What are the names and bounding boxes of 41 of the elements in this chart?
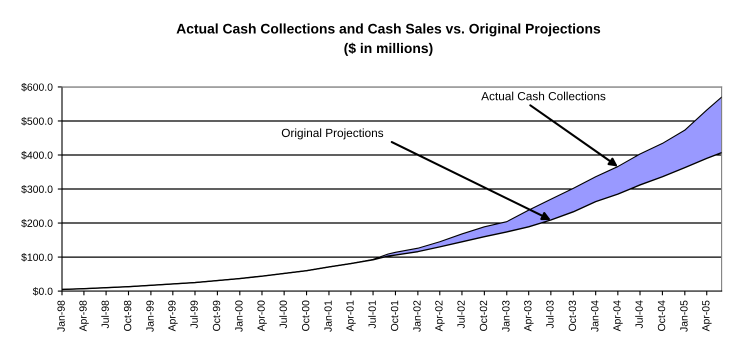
x-tick-label: Oct-03 xyxy=(568,300,576,331)
x-tick-label: Apr-05 xyxy=(702,300,712,332)
x-tick-label: Apr-02 xyxy=(435,300,445,332)
x-tick-label: Jan-04 xyxy=(591,300,598,332)
x-tick-label: Jul-02 xyxy=(457,300,465,328)
y-tick-label: $600.0 xyxy=(21,83,53,92)
x-tick-label: Jul-00 xyxy=(279,300,287,328)
x-tick-label: Oct-98 xyxy=(124,300,132,331)
y-tick-label: $500.0 xyxy=(21,117,53,126)
x-tick-label: Jan-03 xyxy=(502,300,510,332)
y-tick-label: $100.0 xyxy=(21,253,53,262)
x-tick-label: Oct-00 xyxy=(302,300,310,331)
chart-title: Actual Cash Collections and Cash Sales vs. Original Projections xyxy=(176,23,600,36)
x-tick-label: Apr-01 xyxy=(346,300,356,332)
x-tick-label: Oct-02 xyxy=(480,300,488,331)
x-tick-label: Apr-03 xyxy=(524,300,534,332)
y-tick-label: $200.0 xyxy=(21,219,53,228)
x-tick-label: Jul-99 xyxy=(190,300,198,328)
x-tick-label: Apr-00 xyxy=(257,300,267,332)
x-tick-label: Jul-04 xyxy=(635,300,643,328)
x-tick-label: Oct-04 xyxy=(658,300,666,331)
x-tick-label: Apr-04 xyxy=(613,300,623,332)
x-tick-label: Jul-03 xyxy=(546,300,554,328)
y-tick-label: $0.0 xyxy=(32,287,53,296)
x-tick-label: Jan-00 xyxy=(235,300,243,332)
x-tick-label: Jan-99 xyxy=(146,300,154,332)
x-tick-label: Jan-98 xyxy=(57,300,65,332)
y-tick-label: $300.0 xyxy=(21,185,53,194)
x-tick-label: Oct-01 xyxy=(390,300,398,331)
chart-subtitle: ($ in millions) xyxy=(344,42,433,56)
annotation: Actual Cash Collections xyxy=(481,92,606,100)
x-tick-label: Jan-05 xyxy=(680,300,688,332)
x-tick-label: Jul-98 xyxy=(101,300,109,328)
x-tick-label: Jul-01 xyxy=(368,300,376,328)
x-tick-label: Apr-98 xyxy=(79,300,89,332)
annotation: Original Projections xyxy=(282,128,384,140)
x-tick-label: Oct-99 xyxy=(212,300,220,331)
y-tick-label: $400.0 xyxy=(21,151,53,160)
x-tick-label: Apr-99 xyxy=(168,300,178,332)
x-tick-label: Jan-02 xyxy=(413,300,421,332)
x-tick-label: Jan-01 xyxy=(324,300,332,332)
